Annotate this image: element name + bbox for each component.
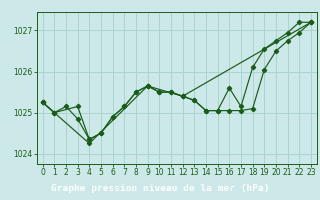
Text: Graphe pression niveau de la mer (hPa): Graphe pression niveau de la mer (hPa) [51, 184, 269, 193]
